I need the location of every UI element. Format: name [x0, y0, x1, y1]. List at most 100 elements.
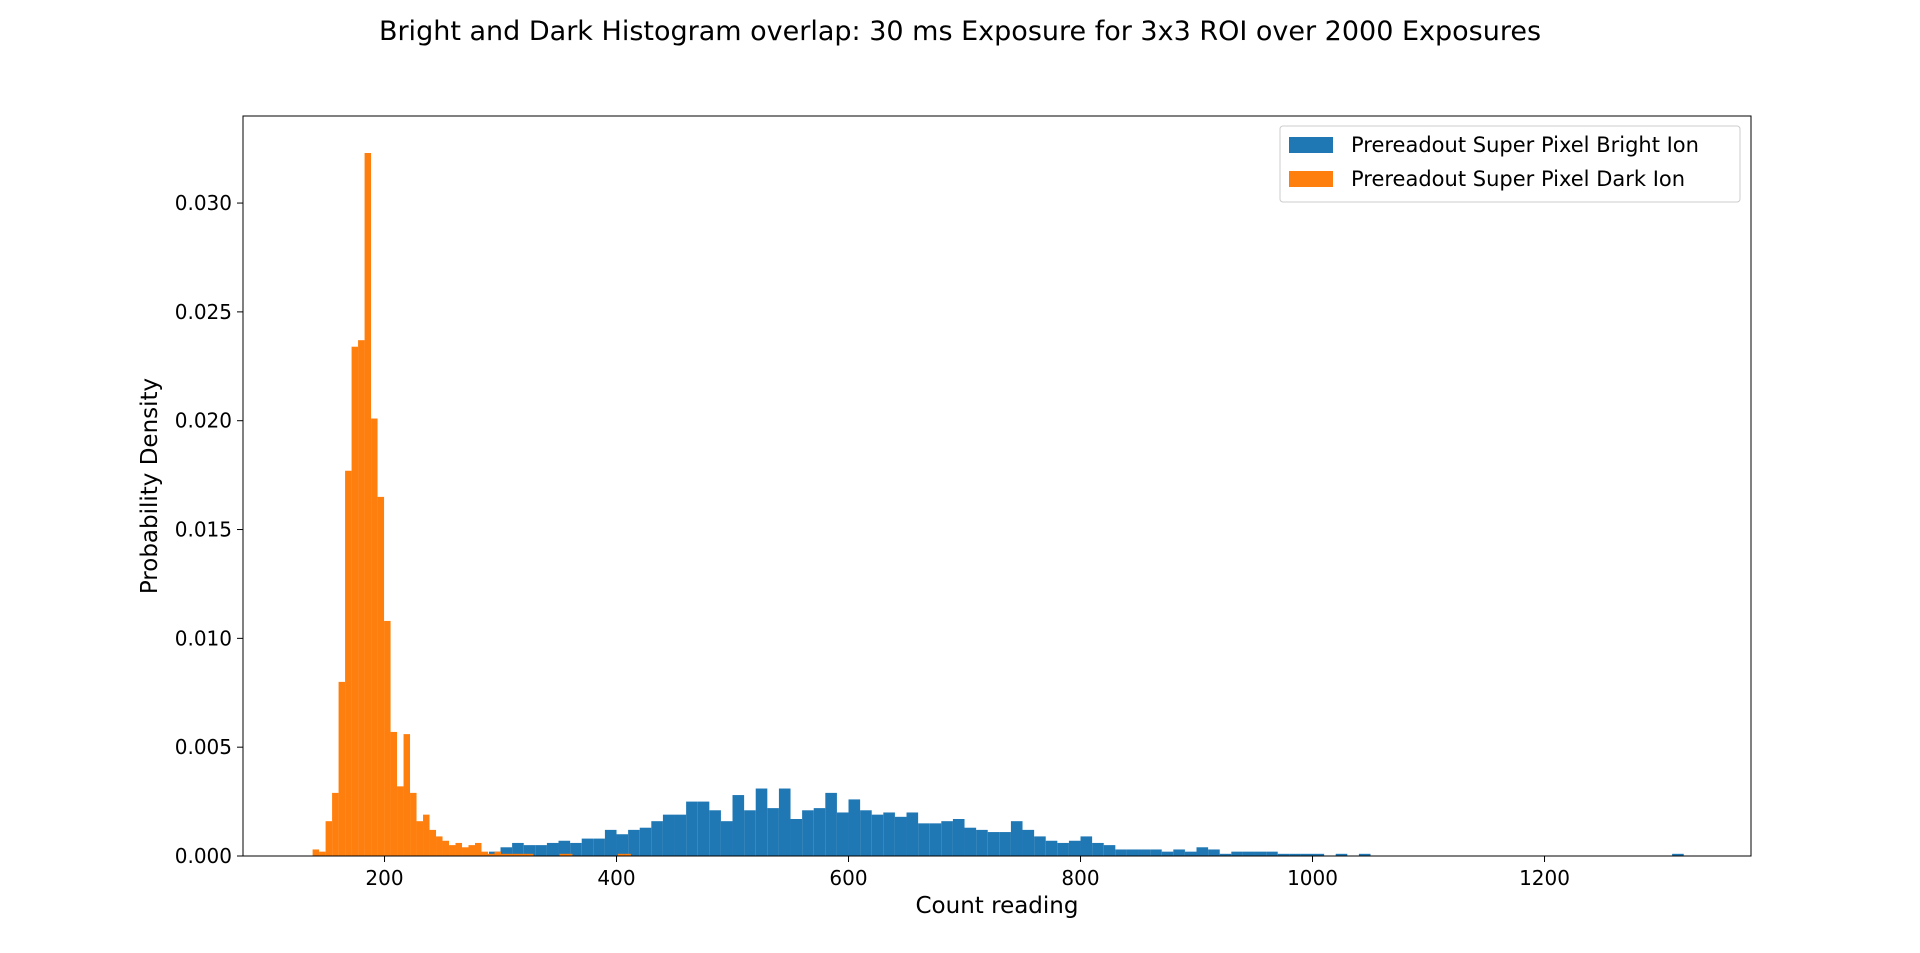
histogram-bar: [1300, 853, 1313, 856]
histogram-bar: [662, 814, 675, 856]
histogram-bar: [403, 734, 411, 856]
x-tick-label: 400: [597, 866, 635, 890]
histogram-bar: [436, 836, 443, 856]
histogram-bar: [581, 838, 594, 856]
histogram-bar: [1068, 840, 1081, 856]
legend-box: [1279, 125, 1741, 203]
histogram-bar: [1254, 851, 1267, 856]
histogram-bar: [720, 821, 733, 856]
histogram-bar: [559, 853, 566, 856]
histogram-bar: [500, 853, 508, 856]
histogram-bar: [929, 823, 942, 856]
histogram-bar: [686, 801, 698, 856]
histogram-bar: [767, 808, 779, 856]
histogram-bar: [604, 829, 617, 856]
histogram-bar: [570, 842, 582, 856]
histogram-bar: [364, 153, 372, 856]
legend-label: Prereadout Super Pixel Dark Ion: [1351, 167, 1685, 191]
y-tick-label: 0.000: [175, 844, 232, 868]
histogram-bar: [1312, 853, 1325, 856]
histogram-bar: [836, 812, 849, 856]
x-tick-label: 600: [829, 866, 867, 890]
chart-title: Bright and Dark Histogram overlap: 30 ms…: [379, 16, 1541, 47]
histogram-bar: [778, 788, 791, 856]
histogram-bar: [617, 853, 625, 856]
histogram-bar: [883, 812, 895, 856]
x-axis-ticks: 200 400 600 800 1000 1200: [365, 856, 1570, 890]
histogram-bar: [1103, 845, 1116, 856]
histogram-bar: [860, 810, 872, 856]
histogram-bar: [871, 814, 884, 856]
histogram-bar: [1045, 840, 1058, 856]
histogram-bar: [848, 799, 861, 856]
histogram-bar: [546, 842, 559, 856]
histogram-bar: [1126, 849, 1139, 856]
histogram-bar: [906, 812, 919, 856]
histogram-bar: [481, 851, 488, 856]
histogram-bar: [639, 827, 652, 856]
histogram-bar: [520, 853, 527, 856]
bars-layer: [312, 153, 1684, 856]
histogram-bar: [351, 346, 359, 856]
histogram-bar: [558, 840, 571, 856]
histogram-bar: [377, 496, 385, 856]
histogram-bar: [1080, 836, 1093, 856]
histogram-bar: [674, 814, 687, 856]
histogram-bar: [1115, 849, 1127, 856]
x-tick-label: 1000: [1287, 866, 1338, 890]
histogram-bar: [371, 418, 378, 856]
histogram-bar: [468, 845, 475, 856]
legend-swatch: [1289, 171, 1333, 187]
histogram-bar: [813, 808, 826, 856]
histogram-bar: [744, 810, 756, 856]
histogram-bar: [325, 821, 333, 856]
histogram-bar: [1242, 851, 1255, 856]
histogram-bar: [894, 816, 907, 856]
histogram-bar: [345, 470, 352, 856]
histogram-bar: [697, 801, 710, 856]
histogram-bar: [423, 814, 430, 856]
histogram-bar: [1184, 851, 1197, 856]
histogram-bar: [755, 788, 768, 856]
y-tick-label: 0.025: [175, 300, 232, 324]
histogram-bar: [802, 810, 814, 856]
x-tick-label: 800: [1061, 866, 1099, 890]
histogram-bar: [1092, 842, 1104, 856]
histogram-bar: [494, 851, 501, 856]
histogram-bar: [964, 827, 977, 856]
histogram-bar: [1335, 853, 1348, 856]
histogram-bar: [390, 731, 398, 856]
histogram-bar: [319, 851, 326, 856]
histogram-bar: [475, 842, 482, 856]
histogram-bar: [1196, 847, 1209, 856]
series-0-bars: [488, 788, 1684, 856]
histogram-bar: [1138, 849, 1151, 856]
histogram-bar: [1358, 853, 1371, 856]
histogram-bar: [1010, 821, 1023, 856]
legend: Prereadout Super Pixel Bright Ion Preread…: [1279, 125, 1741, 203]
histogram-bar: [999, 832, 1011, 856]
histogram-bar: [1150, 849, 1162, 856]
y-axis-label: Probability Density: [137, 378, 163, 594]
histogram-bar: [462, 847, 469, 856]
histogram-bar: [624, 853, 631, 856]
histogram-bar: [1161, 851, 1174, 856]
histogram-bar: [1173, 849, 1185, 856]
histogram-bar: [1057, 842, 1069, 856]
x-tick-label: 200: [365, 866, 403, 890]
histogram-bar: [397, 786, 404, 856]
y-tick-label: 0.020: [175, 409, 232, 433]
histogram-bar: [1266, 851, 1278, 856]
histogram-bar: [513, 853, 521, 856]
y-tick-label: 0.030: [175, 191, 232, 215]
histogram-bar: [709, 810, 721, 856]
histogram-bar: [790, 819, 803, 856]
histogram-bar: [1208, 849, 1220, 856]
x-axis-label: Count reading: [916, 893, 1079, 919]
histogram-bar: [384, 620, 391, 856]
histogram-bar: [616, 834, 629, 856]
histogram-bar: [523, 845, 536, 856]
histogram-bar: [338, 681, 346, 856]
